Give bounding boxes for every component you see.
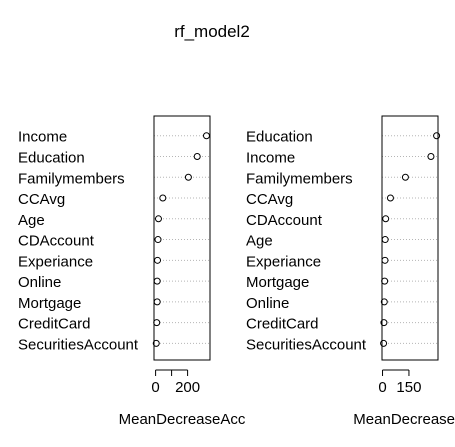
data-point [153, 298, 161, 306]
category-label: Education [18, 149, 85, 166]
data-point [153, 277, 161, 285]
x-axis-label: MeanDecreaseAcc [119, 411, 246, 428]
category-label: CCAvg [18, 191, 65, 208]
category-label: CDAccount [18, 233, 95, 250]
data-point [154, 215, 162, 223]
data-point [193, 152, 201, 160]
category-label: SecuritiesAccount [246, 336, 367, 353]
category-label: CCAvg [246, 191, 293, 208]
data-point [382, 215, 390, 223]
category-label: Education [246, 129, 313, 146]
data-point [386, 194, 394, 202]
plot-frame [381, 115, 439, 361]
data-point [184, 173, 192, 181]
category-label: Age [246, 233, 273, 250]
category-label: Income [18, 129, 67, 146]
x-tick-label: 0 [151, 379, 159, 396]
data-point [380, 339, 388, 347]
category-label: Age [18, 212, 45, 229]
category-label: CreditCard [246, 316, 319, 333]
data-point [381, 256, 389, 264]
x-axis-label: MeanDecreaseG [353, 411, 455, 428]
data-point [380, 298, 388, 306]
data-point [154, 256, 162, 264]
dotchart-panel-1: Income Education Familymembers CCAvg Age CDAc… [18, 115, 246, 428]
category-label: Online [246, 295, 289, 312]
data-point [154, 236, 162, 244]
x-tick-label: 200 [175, 379, 200, 396]
category-label: Familymembers [18, 170, 125, 187]
data-point [159, 194, 167, 202]
category-label: Online [18, 274, 61, 291]
data-point [381, 236, 389, 244]
data-point [401, 173, 409, 181]
category-label: CDAccount [246, 212, 323, 229]
data-point [153, 319, 161, 327]
data-point [152, 339, 160, 347]
category-label: Familymembers [246, 170, 353, 187]
category-label: Mortgage [246, 274, 309, 291]
data-point [427, 152, 435, 160]
x-tick-label: 0 [378, 379, 386, 396]
category-label: SecuritiesAccount [18, 336, 139, 353]
figure-title: rf_model2 [174, 22, 250, 41]
category-label: Mortgage [18, 295, 81, 312]
category-label: CreditCard [18, 316, 91, 333]
category-label: Income [246, 149, 295, 166]
x-tick-label: 150 [396, 379, 421, 396]
data-point [433, 132, 441, 140]
category-label: Experiance [18, 253, 93, 270]
panels: Income Education Familymembers CCAvg Age CDAc… [18, 115, 455, 428]
plot-frame [153, 115, 211, 361]
dotchart-panel-2: Education Income Familymembers CCAvg CDAccou… [246, 115, 455, 428]
data-point [202, 132, 210, 140]
category-label: Experiance [246, 253, 321, 270]
data-point [381, 277, 389, 285]
